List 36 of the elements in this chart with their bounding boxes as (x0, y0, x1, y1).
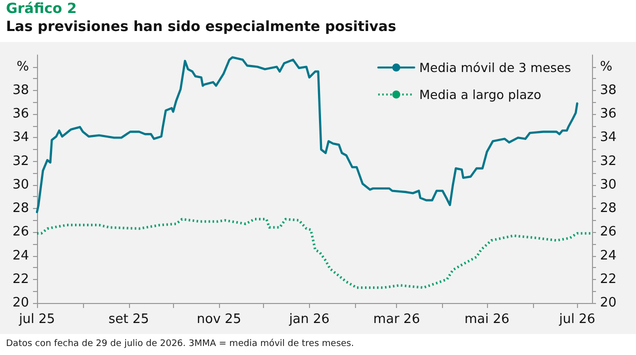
y-tick-label: 32 (12, 154, 29, 169)
y2-tick-label: 38 (600, 82, 617, 98)
x-tick-label: set 25 (108, 312, 150, 327)
y2-tick-label: % (600, 59, 612, 74)
line-series (36, 218, 594, 289)
y2-tick-label: 24 (600, 248, 617, 264)
y2-tick-label: 28 (600, 201, 617, 216)
y-tick-label: 26 (12, 224, 29, 240)
y-tick-label: 22 (12, 272, 29, 287)
y-tick-label: 30 (12, 177, 29, 192)
y2-tick-label: 26 (600, 224, 617, 240)
y-tick-label: 38 (12, 82, 29, 98)
y-tick-label: 36 (12, 106, 29, 122)
x-tick-label: mar 26 (373, 312, 420, 327)
y2-tick-label: 34 (600, 130, 617, 146)
y-tick-label: 34 (12, 130, 29, 146)
x-tick-label: nov 25 (196, 312, 242, 327)
x-tick-label: jan 26 (288, 312, 330, 327)
y2-tick-label: 30 (600, 177, 617, 192)
y2-tick-label: 36 (600, 106, 617, 122)
chart-subtitle: Las previsiones han sido especialmente positivas (6, 19, 396, 35)
y2-tick-label: 32 (600, 154, 617, 169)
legend-label: Media móvil de 3 meses (419, 60, 571, 75)
y2-tick-label: 22 (600, 272, 617, 287)
chart-title: Gráfico 2 (6, 1, 77, 17)
y-tick-label: % (16, 59, 29, 74)
x-tick-label: jul 25 (18, 312, 56, 327)
legend-label: Media a largo plazo (419, 87, 542, 102)
x-tick-label: jul 26 (558, 312, 596, 327)
y-tick-label: 24 (12, 248, 29, 264)
x-tick-label: mai 26 (464, 312, 510, 327)
line-series (36, 56, 578, 214)
y2-tick-label: 20 (600, 296, 617, 310)
text: Datos con fecha de 29 de julio de 2026. 3MMA = media móvil de tres meses. (6, 339, 354, 349)
y-tick-label: 28 (12, 201, 29, 216)
y-tick-label: 20 (12, 296, 29, 310)
